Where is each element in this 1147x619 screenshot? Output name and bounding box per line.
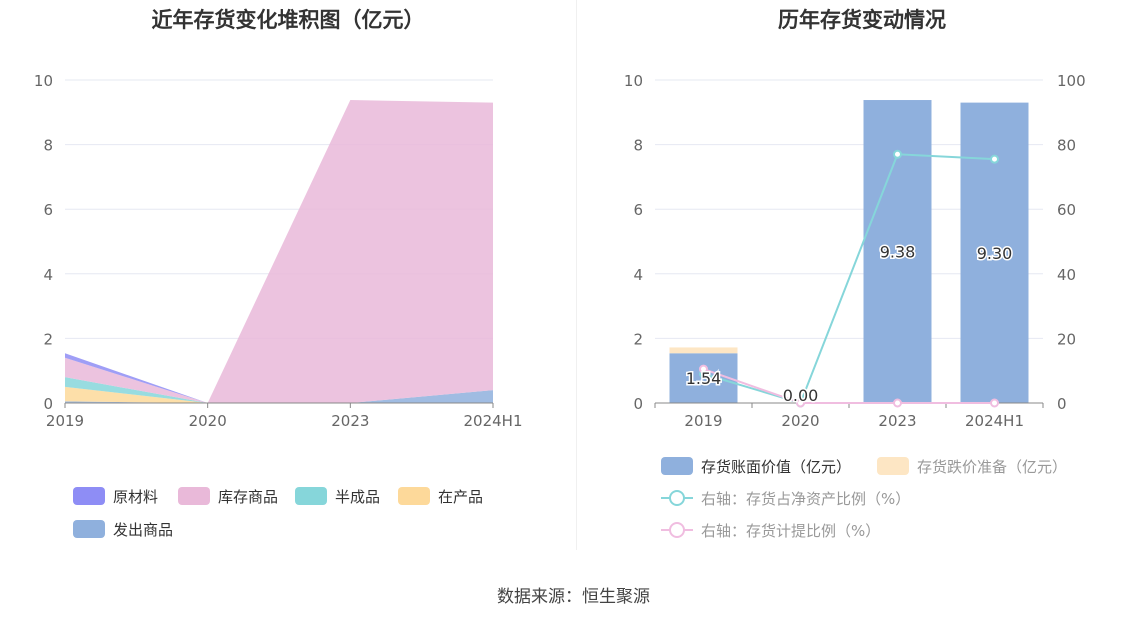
y-tick-label: 0	[633, 395, 643, 413]
left-chart-title: 近年存货变化堆积图（亿元）	[151, 8, 425, 32]
y2-tick-label: 100	[1057, 72, 1086, 90]
legend-swatch	[661, 457, 693, 475]
legend-label: 右轴：存货计提比例（%）	[701, 522, 880, 540]
line-point-1-3	[990, 398, 999, 408]
legend-swatch	[398, 487, 430, 505]
legend-label: 半成品	[335, 488, 380, 506]
bar-1-0	[669, 347, 738, 354]
legend-label: 在产品	[438, 488, 483, 506]
line-series-1	[703, 368, 995, 404]
area-series-0	[65, 390, 493, 403]
legend-swatch	[295, 487, 327, 505]
left-chart-panel: 近年存货变化堆积图（亿元） 0 2 4 6 8 10 2019 2020 2023 2024H1 原…	[0, 0, 576, 560]
legend-label: 发出商品	[113, 521, 173, 539]
y-tick-label: 6	[633, 201, 643, 219]
legend-swatch	[73, 520, 105, 538]
y-tick-label: 8	[633, 137, 643, 155]
legend-marker	[669, 490, 685, 506]
x-tick-label: 2023	[331, 412, 369, 430]
y-tick-label: 2	[633, 330, 643, 348]
legend-swatch	[877, 457, 909, 475]
legend-swatch	[178, 487, 210, 505]
bar-value-label: 1.54	[686, 369, 722, 388]
y2-tick-label: 0	[1057, 395, 1067, 413]
legend-swatch	[73, 487, 105, 505]
bar-value-label: 9.38	[880, 243, 916, 262]
line-point-1-1	[796, 398, 805, 408]
line-series-0	[703, 153, 995, 405]
x-tick-label: 2023	[878, 412, 916, 430]
area-series-3	[65, 100, 493, 403]
legend-label: 右轴：存货占净资产比例（%）	[701, 490, 910, 508]
y2-tick-label: 40	[1057, 266, 1076, 284]
y2-tick-label: 60	[1057, 201, 1076, 219]
y-tick-label: 0	[43, 395, 53, 413]
y-tick-label: 6	[43, 201, 53, 219]
x-tick-label: 2024H1	[965, 412, 1024, 430]
legend-label: 原材料	[113, 488, 158, 506]
line-point-0-3	[990, 154, 999, 164]
line-point-1-2	[893, 398, 902, 408]
legend-label: 存货账面价值（亿元）	[701, 458, 851, 476]
line-point-1-0	[699, 364, 708, 374]
right-chart-panel: 历年存货变动情况 0 2 4 6 8 10 0 20 40 60 80 100 2019 2020 2023…	[577, 0, 1147, 560]
bar-0-3	[960, 102, 1029, 404]
legend-label: 库存商品	[218, 488, 278, 506]
y-tick-label: 10	[34, 72, 53, 90]
y2-tick-label: 80	[1057, 137, 1076, 155]
area-series-1	[65, 386, 493, 403]
panel-divider	[576, 0, 577, 550]
data-source-label: 数据来源：恒生聚源	[497, 587, 650, 607]
left-chart-svg: 0 2 4 6 8 10 2019 2020 2023 2024H1 原材料 库存商品 半成品 在产品发出…	[34, 72, 523, 539]
y-tick-label: 2	[43, 330, 53, 348]
x-tick-label: 2019	[46, 412, 84, 430]
legend-marker	[669, 522, 685, 538]
y-tick-label: 10	[624, 72, 643, 90]
x-tick-label: 2024H1	[464, 412, 523, 430]
y-tick-label: 8	[43, 137, 53, 155]
y-tick-label: 4	[633, 266, 643, 284]
bar-value-label: 9.30	[977, 244, 1013, 263]
line-point-0-2	[893, 149, 902, 159]
x-tick-label: 2019	[684, 412, 722, 430]
y-tick-label: 4	[43, 266, 53, 284]
x-tick-label: 2020	[189, 412, 227, 430]
y2-tick-label: 20	[1057, 330, 1076, 348]
bar-value-label: 0.00	[783, 386, 819, 405]
legend-label: 存货跌价准备（亿元）	[917, 458, 1067, 476]
right-chart-title: 历年存货变动情况	[778, 8, 946, 32]
x-tick-label: 2020	[781, 412, 819, 430]
area-series-2	[65, 377, 493, 403]
